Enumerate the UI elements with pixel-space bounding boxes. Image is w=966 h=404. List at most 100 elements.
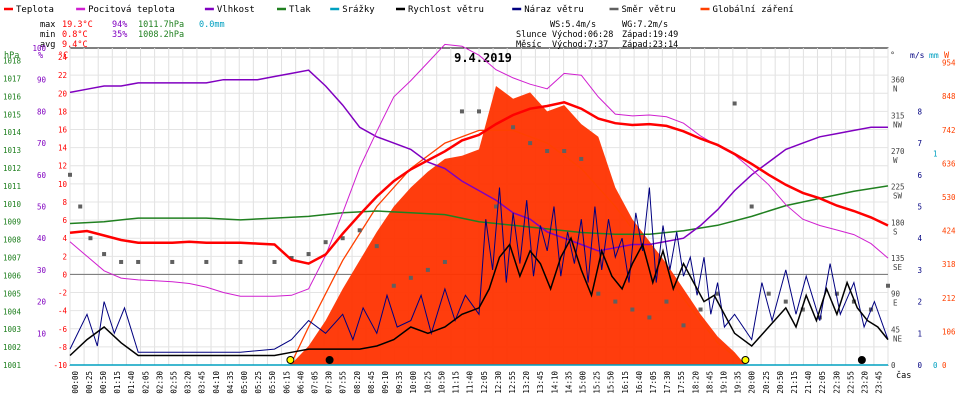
wind-direction-point: [800, 307, 805, 312]
axis-degc-tick: 2: [62, 252, 67, 261]
x-axis-label: čas: [896, 370, 911, 381]
stat-min-press: 1008.2hPa: [138, 30, 184, 40]
axis-w-tick: 212: [942, 294, 956, 303]
axis-pct-tick: 50: [37, 203, 47, 212]
x-tick-label: 13:20: [522, 371, 531, 394]
x-tick-label: 20:50: [776, 371, 785, 394]
axis-pct-tick: 80: [37, 107, 47, 116]
x-tick-label: 07:05: [311, 371, 320, 394]
x-tick-label: 11:15: [452, 371, 461, 394]
wind-direction-point: [442, 259, 447, 264]
legend-item: Pocitová teplota: [88, 5, 175, 15]
stat-max-label: max: [40, 20, 55, 30]
axis-w-tick: 530: [942, 193, 956, 202]
axis-ms-tick: 1: [917, 329, 922, 338]
x-tick-label: 10:25: [423, 371, 432, 394]
moon-rise: Východ:7:37: [552, 40, 608, 50]
axis-pct-tick: 100: [32, 44, 46, 53]
x-tick-label: 13:45: [536, 371, 545, 394]
wind-direction-point: [596, 291, 601, 296]
axis-ms-unit: m/s: [910, 51, 925, 60]
axis-w-tick: 848: [942, 92, 956, 101]
wind-direction-point: [698, 307, 703, 312]
stat-min-hum: 35%: [112, 30, 127, 40]
x-tick-label: 21:15: [790, 371, 799, 394]
axis-dir-tick: 360: [891, 76, 905, 85]
legend-item: Srážky: [342, 5, 375, 15]
x-tick-label: 18:45: [705, 371, 714, 394]
axis-degc-tick: -8: [58, 343, 68, 352]
x-tick-label: 10:00: [409, 371, 418, 394]
axis-ms-tick: 6: [917, 171, 922, 180]
axis-degc-tick: 24: [58, 53, 68, 62]
x-tick-label: 23:45: [875, 371, 884, 394]
axis-degc-tick: 0: [62, 270, 67, 279]
x-tick-label: 16:40: [635, 371, 644, 394]
legend-item: Teplota: [16, 5, 54, 15]
x-tick-label: 06:15: [282, 371, 291, 394]
series-wind-gust: [69, 187, 889, 353]
axis-pct-tick: 70: [37, 139, 47, 148]
x-tick-label: 11:40: [466, 371, 475, 394]
axis-dir-compass: N: [893, 85, 898, 94]
axis-pct-tick: 10: [37, 329, 47, 338]
x-tick-label: 14:35: [564, 371, 573, 394]
axis-dir-tick: 90: [891, 290, 901, 299]
wind-direction-point: [119, 259, 124, 264]
stat-min-temp: 0.8°C: [62, 30, 88, 40]
x-tick-label: 15:00: [578, 371, 587, 394]
axis-degc-tick: 22: [58, 71, 67, 80]
wind-direction-point: [886, 283, 890, 288]
axis-mm-tick: 0: [933, 361, 938, 370]
legend-item: Směr větru: [622, 5, 676, 15]
x-tick-label: 22:55: [846, 371, 855, 394]
axis-degc-tick: 16: [58, 126, 68, 135]
sun-set-marker: [741, 356, 750, 364]
stat-max-press: 1011.7hPa: [138, 20, 184, 30]
x-tick-label: 23:20: [861, 371, 870, 394]
axis-degc-tick: -2: [58, 289, 67, 298]
wind-direction-point: [238, 259, 243, 264]
wind-direction-point: [425, 267, 430, 272]
x-tick-label: 02:05: [141, 371, 150, 394]
x-tick-label: 20:25: [762, 371, 771, 394]
x-tick-label: 22:30: [832, 371, 841, 394]
wind-direction-point: [783, 299, 788, 304]
stat-max-temp: 19.3°C: [62, 20, 93, 30]
axis-ms-tick: 2: [917, 298, 922, 307]
axis-dir-compass: NW: [893, 120, 903, 129]
wind-direction-point: [340, 236, 345, 241]
wind-direction-point: [494, 204, 499, 209]
axis-mm-tick: 1: [933, 150, 938, 159]
sun-label: Slunce: [516, 30, 547, 40]
x-tick-label: 00:25: [85, 371, 94, 394]
wind-direction-point: [630, 307, 635, 312]
wind-direction-point: [647, 315, 652, 320]
wind-direction-point: [374, 244, 379, 249]
wind-direction-point: [562, 149, 567, 154]
legend-item: Náraz větru: [524, 5, 584, 15]
legend-item: Globální záření: [713, 5, 794, 15]
x-tick-label: 08:20: [353, 371, 362, 394]
wind-direction-point: [851, 299, 856, 304]
x-tick-label: 15:25: [593, 371, 602, 394]
axis-w-tick: 742: [942, 126, 956, 135]
moon-rise-marker: [325, 356, 334, 364]
wind-direction-point: [579, 156, 584, 161]
axis-degc-tick: 4: [62, 234, 67, 243]
axis-pct-tick: 20: [37, 298, 47, 307]
x-tick-label: 05:25: [254, 371, 263, 394]
sun-rise-marker: [286, 356, 295, 364]
x-tick-label: 21:40: [804, 371, 813, 394]
stat-min-label: min: [40, 30, 55, 40]
wind-direction-point: [715, 291, 720, 296]
axis-w-tick: 424: [942, 227, 956, 236]
axis-ms-tick: 4: [917, 234, 922, 243]
wind-ws: WS:5.4m/s: [550, 20, 596, 30]
series-temperature: [69, 101, 889, 265]
axis-mm-unit: mm: [929, 51, 939, 60]
x-tick-label: 17:05: [649, 371, 658, 394]
axis-degc-tick: 6: [62, 216, 67, 225]
x-tick-label: 01:40: [127, 371, 136, 394]
x-tick-label: 12:55: [508, 371, 517, 394]
